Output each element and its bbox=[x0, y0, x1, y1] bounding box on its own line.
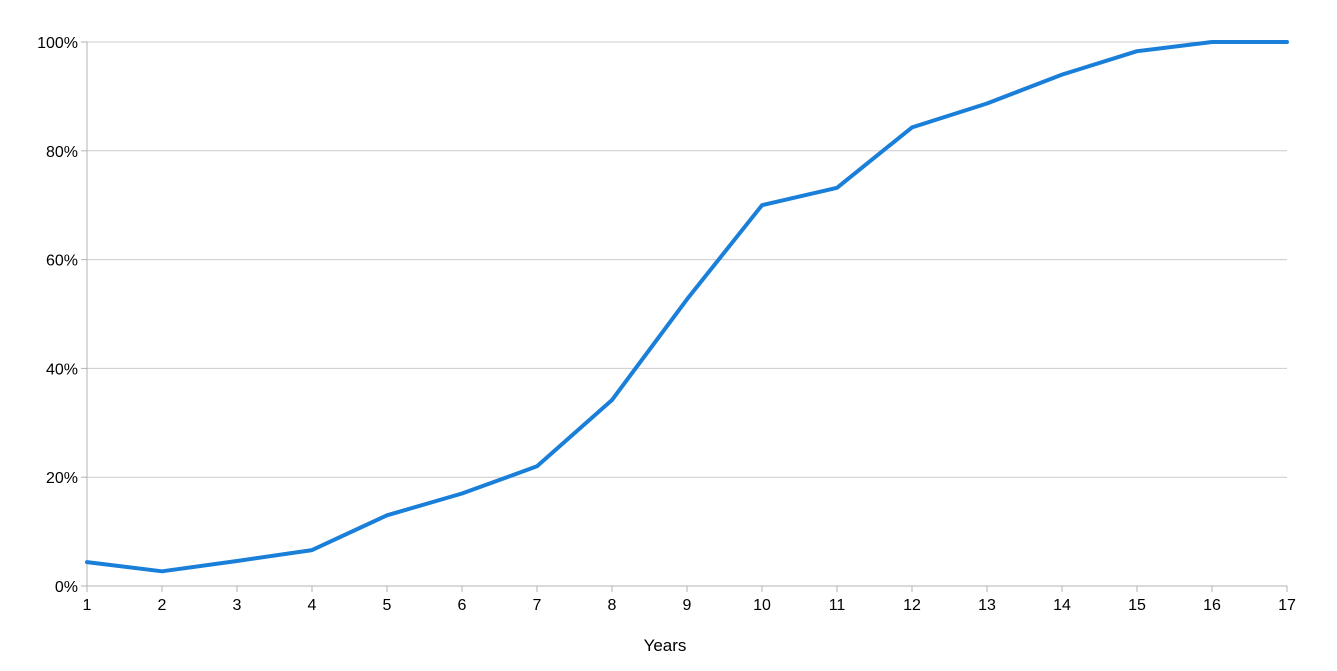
y-tick-label: 20% bbox=[46, 470, 78, 487]
gridlines bbox=[87, 41, 1287, 478]
x-tick-label: 11 bbox=[829, 597, 846, 614]
y-tick-label: 0% bbox=[55, 579, 78, 596]
x-axis-title: Years bbox=[644, 636, 687, 655]
x-tick-label: 12 bbox=[903, 597, 921, 614]
x-tick-label: 8 bbox=[608, 597, 617, 614]
series-line bbox=[85, 40, 1289, 574]
x-tick-label: 16 bbox=[1203, 597, 1221, 614]
series-layer bbox=[85, 40, 1289, 574]
x-tick-label: 3 bbox=[233, 597, 242, 614]
x-tick-label: 9 bbox=[683, 597, 692, 614]
y-tick-label: 100% bbox=[37, 35, 78, 52]
x-tick-label: 6 bbox=[458, 597, 467, 614]
x-tick-label: 7 bbox=[533, 597, 542, 614]
y-tick-label: 60% bbox=[46, 253, 78, 270]
x-tick-label: 14 bbox=[1053, 597, 1071, 614]
x-tick-label: 10 bbox=[753, 597, 771, 614]
x-tick-label: 5 bbox=[383, 597, 392, 614]
x-tick-label: 4 bbox=[308, 597, 317, 614]
x-tick-label: 17 bbox=[1278, 597, 1296, 614]
x-tick-label: 15 bbox=[1128, 597, 1146, 614]
axes bbox=[81, 41, 1288, 592]
x-tick-label: 2 bbox=[158, 597, 167, 614]
x-tick-label: 13 bbox=[978, 597, 996, 614]
y-tick-label: 80% bbox=[46, 144, 78, 161]
y-tick-label: 40% bbox=[46, 361, 78, 378]
x-tick-label: 1 bbox=[83, 597, 92, 614]
tick-labels: 0%20%40%60%80%100%1 2 3 4 5 6 7 8 9 10 11 12 13 14 15 1… bbox=[37, 35, 1296, 614]
